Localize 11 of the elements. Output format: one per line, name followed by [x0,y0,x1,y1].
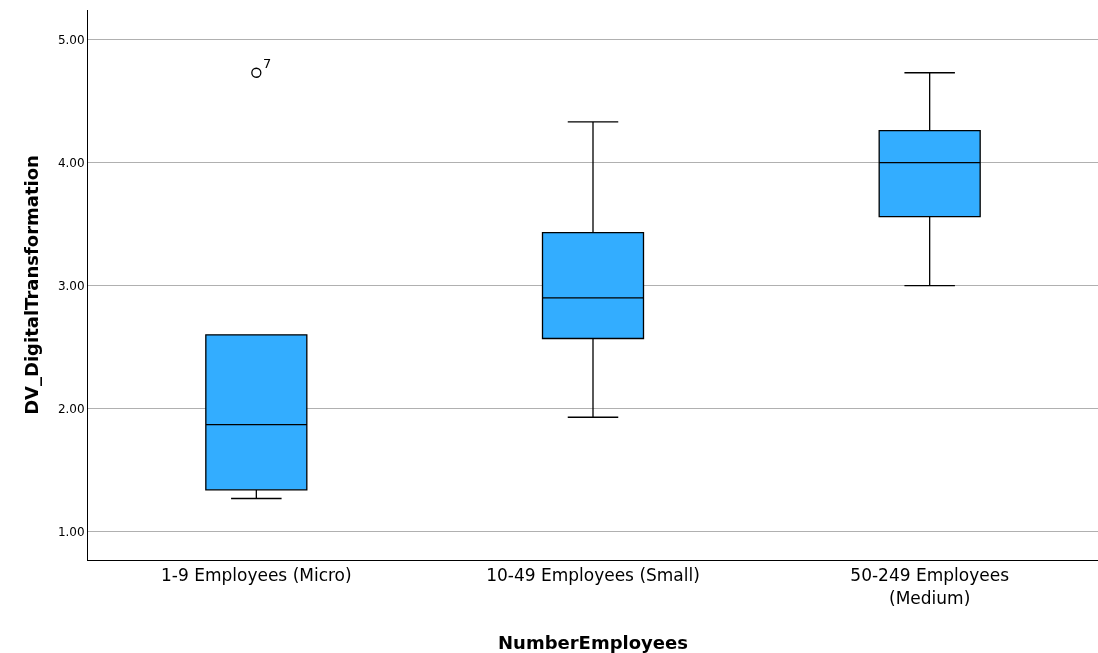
y-tick-label: 1.00 [57,524,85,539]
x-tick-label: 50-249 Employees (Medium) [850,565,1010,608]
x-axis-title: NumberEmployees [498,632,688,653]
y-tick-label: 2.00 [57,401,85,416]
annotation: 7 [263,56,272,71]
x-tick-label: 10-49 Employees (Small) [486,565,700,586]
y-tick-label: 4.00 [57,155,85,170]
y-axis-title: DV_DigitalTransformation [21,155,43,415]
y-tick-label: 3.00 [57,278,85,293]
y-tick-label: 5.00 [57,32,85,47]
x-tick-label: 1-9 Employees (Micro) [161,565,352,586]
